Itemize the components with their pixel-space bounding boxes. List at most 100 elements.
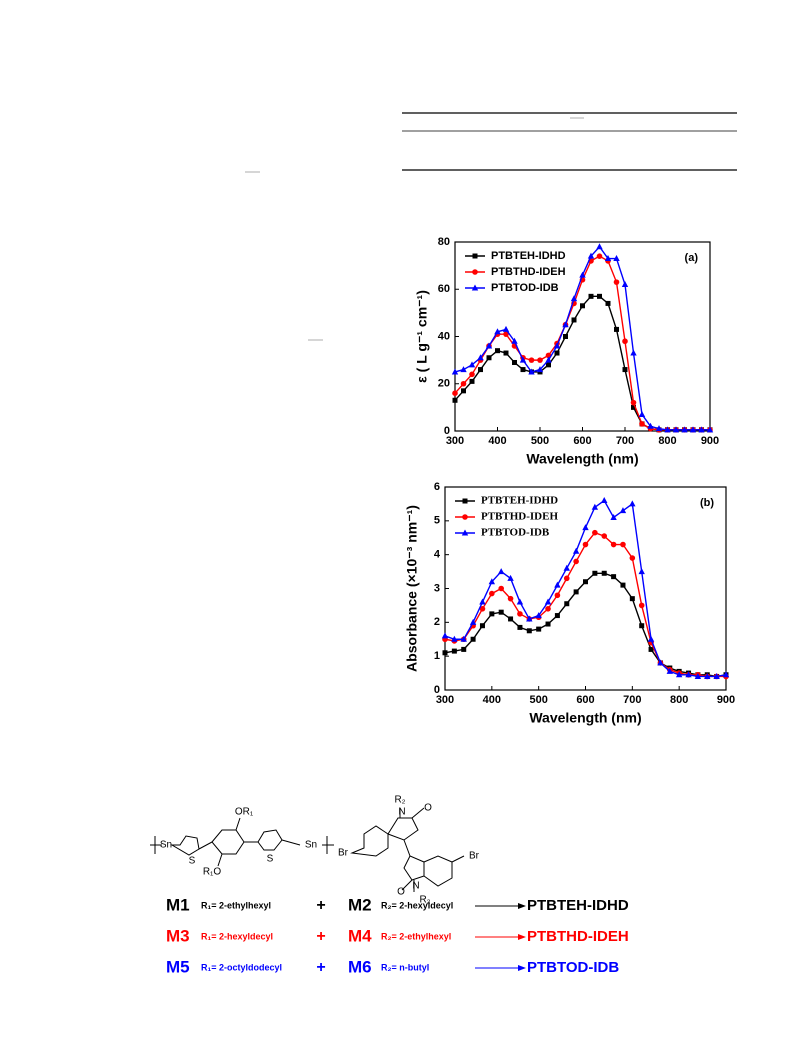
marker bbox=[666, 667, 673, 674]
marker bbox=[553, 342, 561, 349]
marker bbox=[620, 541, 626, 548]
scheme-polymer: PTBTHD-IDEH bbox=[527, 928, 629, 945]
marker bbox=[596, 253, 603, 259]
marker bbox=[647, 635, 655, 642]
legend-label: PTBTEH-IDHD bbox=[481, 495, 558, 507]
marker bbox=[489, 590, 495, 597]
marker bbox=[631, 404, 636, 410]
marker bbox=[605, 300, 611, 306]
marker bbox=[498, 609, 504, 615]
x-tick-label: 500 bbox=[531, 435, 549, 447]
y-tick-label: 3 bbox=[434, 582, 440, 594]
atom-label: Br bbox=[338, 848, 349, 859]
marker bbox=[469, 618, 477, 625]
marker bbox=[613, 279, 620, 285]
marker bbox=[597, 293, 602, 299]
marker bbox=[498, 568, 505, 575]
panel-label: (b) bbox=[700, 497, 714, 509]
marker bbox=[591, 503, 599, 510]
marker bbox=[638, 410, 646, 417]
marker bbox=[610, 541, 617, 548]
marker bbox=[563, 334, 568, 339]
y-tick-label: 4 bbox=[434, 549, 441, 561]
x-tick-label: 400 bbox=[483, 694, 501, 706]
atom-label: S bbox=[189, 856, 196, 867]
scheme-r1: R₁= 2-ethylhexyl bbox=[201, 900, 271, 910]
marker bbox=[520, 367, 526, 373]
marker bbox=[461, 646, 467, 652]
marker bbox=[582, 541, 589, 548]
marker bbox=[488, 578, 496, 585]
marker bbox=[537, 357, 543, 363]
marker bbox=[507, 574, 514, 581]
marker bbox=[587, 252, 595, 259]
scheme-plus: + bbox=[316, 897, 325, 914]
legend-label: PTBTOD-IDB bbox=[491, 282, 559, 294]
y-tick-label: 40 bbox=[438, 330, 450, 342]
marker bbox=[639, 623, 645, 629]
marker bbox=[629, 500, 636, 507]
scheme-plus: + bbox=[316, 959, 325, 976]
marker bbox=[629, 596, 635, 602]
marker bbox=[664, 426, 671, 433]
atom-label: Br bbox=[469, 851, 480, 862]
marker bbox=[460, 366, 467, 373]
marker bbox=[681, 426, 688, 433]
marker bbox=[554, 581, 561, 588]
x-tick-label: 600 bbox=[576, 694, 594, 706]
marker bbox=[621, 281, 629, 288]
marker bbox=[689, 426, 697, 433]
marker bbox=[613, 255, 620, 262]
marker bbox=[519, 356, 527, 363]
marker bbox=[648, 646, 654, 652]
marker bbox=[517, 624, 523, 630]
atom-label: R₂ bbox=[394, 795, 405, 806]
marker bbox=[571, 317, 577, 323]
atom-label: R₁O bbox=[203, 867, 222, 878]
y-tick-label: 0 bbox=[434, 684, 440, 696]
scheme-plus: + bbox=[316, 928, 325, 945]
marker bbox=[511, 337, 518, 344]
marker bbox=[685, 671, 692, 678]
scheme-arrowhead bbox=[518, 965, 526, 971]
marker bbox=[494, 328, 501, 335]
panel-label: (a) bbox=[685, 252, 699, 264]
atom-label: N bbox=[412, 881, 419, 892]
marker bbox=[461, 529, 469, 536]
marker bbox=[672, 426, 680, 433]
y-tick-label: 0 bbox=[444, 425, 450, 437]
marker bbox=[611, 574, 617, 580]
marker bbox=[554, 592, 561, 599]
marker bbox=[535, 612, 542, 619]
marker bbox=[477, 354, 484, 361]
x-axis-title: Wavelength (nm) bbox=[526, 451, 638, 467]
atom-label: N bbox=[398, 807, 405, 818]
marker bbox=[601, 570, 607, 576]
y-tick-label: 80 bbox=[438, 236, 450, 248]
marker bbox=[526, 615, 533, 622]
marker bbox=[675, 671, 683, 678]
molecule-drawing bbox=[150, 807, 465, 892]
scheme-monomer2: M6 bbox=[348, 957, 372, 976]
legend-label: PTBTHD-IDEH bbox=[481, 511, 558, 523]
marker bbox=[507, 595, 514, 602]
marker bbox=[554, 613, 560, 619]
marker bbox=[451, 648, 457, 654]
x-tick-label: 400 bbox=[488, 435, 506, 447]
marker bbox=[460, 380, 467, 387]
marker bbox=[592, 570, 598, 576]
marker bbox=[461, 388, 466, 394]
scheme-monomer1: M3 bbox=[166, 926, 190, 945]
x-tick-label: 600 bbox=[573, 435, 591, 447]
marker bbox=[508, 616, 514, 622]
atom-label: Sn bbox=[160, 840, 172, 851]
marker bbox=[486, 355, 492, 361]
marker bbox=[619, 507, 627, 514]
marker bbox=[620, 582, 626, 588]
marker bbox=[592, 529, 598, 536]
marker bbox=[526, 628, 532, 634]
marker bbox=[485, 342, 493, 349]
marker bbox=[604, 255, 612, 262]
marker bbox=[451, 635, 458, 642]
y-tick-label: 20 bbox=[438, 378, 450, 390]
